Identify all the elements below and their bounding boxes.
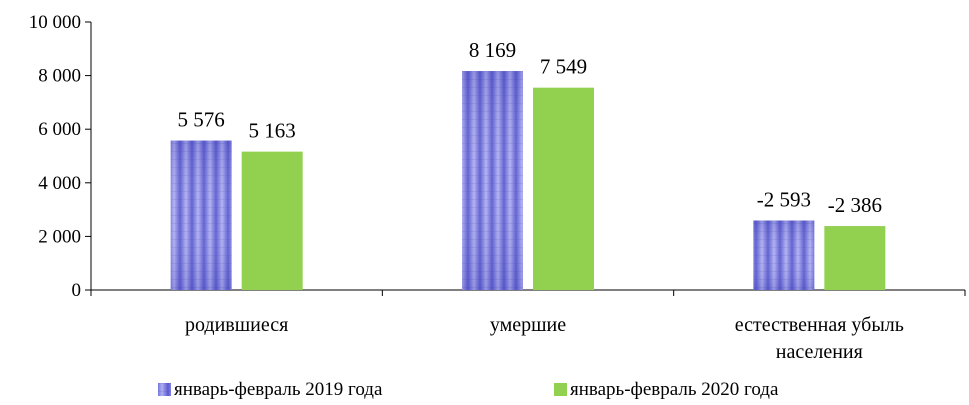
legend-label: январь-февраль 2020 года (570, 379, 779, 400)
y-tick-label: 10 000 (29, 12, 81, 33)
y-tick-label: 6 000 (38, 119, 81, 140)
data-labels: 5 576 5 163 8 169 7 549 -2 593 -2 386 (178, 38, 882, 217)
data-label: 5 163 (249, 119, 296, 143)
category-label: населения (776, 341, 863, 363)
legend: январь-февраль 2019 года январь-февраль 2… (158, 379, 779, 400)
y-axis: 0 2 000 4 000 6 000 8 000 10 000 (29, 12, 92, 301)
category-labels: родившиеся умершие естественная убыль насел… (185, 314, 904, 363)
bar-series-2 (241, 151, 303, 290)
bar-series-2 (824, 226, 886, 290)
x-axis (90, 289, 966, 296)
bar-shading (753, 220, 815, 290)
category-label: умершие (490, 314, 566, 336)
legend-swatch (554, 383, 567, 396)
bars (170, 71, 886, 290)
data-label: 8 169 (469, 38, 516, 62)
legend-swatch (158, 383, 171, 396)
category-label: родившиеся (185, 314, 288, 336)
category-label: естественная убыль (735, 314, 904, 336)
y-tick-label: 8 000 (38, 66, 81, 87)
data-label: 5 576 (178, 108, 225, 132)
bar-shading (462, 71, 523, 290)
legend-item: январь-февраль 2019 года (158, 379, 383, 400)
bar-series-2 (533, 87, 594, 290)
y-tick-label: 4 000 (38, 173, 81, 194)
legend-label: январь-февраль 2019 года (174, 379, 383, 400)
y-tick-label: 0 (72, 280, 82, 301)
data-label: -2 593 (757, 188, 811, 212)
bar-shading (170, 140, 232, 290)
legend-item: январь-февраль 2020 года (554, 379, 779, 400)
y-tick-label: 2 000 (38, 226, 81, 247)
data-label: -2 386 (828, 193, 882, 217)
data-label: 7 549 (540, 55, 587, 79)
plot-area: 0 2 000 4 000 6 000 8 000 10 000 5 576 5 163 8 … (29, 12, 966, 363)
